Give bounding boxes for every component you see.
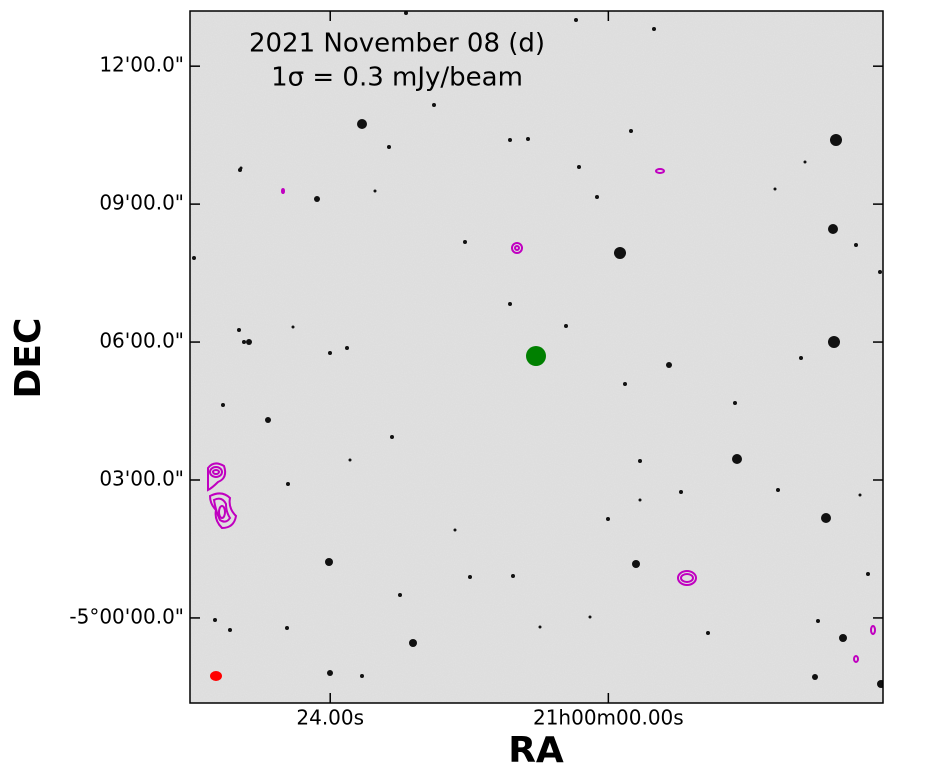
star <box>221 403 225 407</box>
x-axis-label: RA <box>508 730 564 771</box>
star <box>588 615 592 619</box>
star <box>632 560 640 568</box>
star <box>773 187 777 191</box>
x-tick-label: 21h00m00.00s <box>533 706 684 730</box>
star <box>327 670 333 676</box>
star <box>816 619 820 623</box>
star <box>508 302 512 306</box>
contours <box>207 168 876 663</box>
star <box>803 160 807 164</box>
y-tick-label: 03'00.0" <box>99 466 184 490</box>
star <box>828 224 838 234</box>
star <box>511 574 515 578</box>
star <box>265 417 271 423</box>
star <box>357 119 367 129</box>
star <box>453 528 457 532</box>
star <box>286 482 290 486</box>
source-marker <box>526 346 546 366</box>
star <box>638 459 642 463</box>
star <box>638 498 642 502</box>
star <box>733 401 737 405</box>
star <box>839 634 847 642</box>
star <box>373 189 377 193</box>
star <box>706 631 710 635</box>
star <box>623 382 627 386</box>
star <box>526 137 530 141</box>
star <box>629 129 633 133</box>
title-line: 2021 November 08 (d) <box>249 29 545 59</box>
star <box>652 27 656 31</box>
star <box>606 517 610 521</box>
star <box>328 351 332 355</box>
star <box>776 488 780 492</box>
star <box>404 11 408 15</box>
y-tick-label: 09'00.0" <box>99 191 184 215</box>
star <box>345 346 349 350</box>
star <box>574 18 578 22</box>
star <box>314 196 320 202</box>
star <box>348 458 352 462</box>
star <box>325 558 333 566</box>
star <box>242 340 246 344</box>
star <box>398 593 402 597</box>
y-tick-label: -5°00'00.0" <box>69 604 184 628</box>
y-tick-label: 06'00.0" <box>99 329 184 353</box>
star <box>732 454 742 464</box>
star <box>866 572 870 576</box>
x-tick-label: 24.00s <box>296 706 364 730</box>
plot-frame <box>189 10 884 704</box>
star <box>854 243 858 247</box>
star <box>237 328 241 332</box>
star <box>799 356 803 360</box>
star <box>192 256 196 260</box>
star <box>468 575 472 579</box>
star <box>463 240 467 244</box>
star <box>577 165 581 169</box>
star <box>508 138 512 142</box>
star <box>409 639 417 647</box>
star <box>812 674 818 680</box>
y-tick-label: 12'00.0" <box>99 53 184 77</box>
star <box>877 680 883 688</box>
star <box>828 336 840 348</box>
star <box>666 362 672 368</box>
star <box>213 618 217 622</box>
star <box>878 270 882 274</box>
star <box>390 435 394 439</box>
star <box>614 247 626 259</box>
star <box>564 324 568 328</box>
star <box>538 625 542 629</box>
star <box>291 325 295 329</box>
star <box>246 339 252 345</box>
star <box>858 493 862 497</box>
star <box>432 103 436 107</box>
star <box>239 166 243 170</box>
star <box>387 145 391 149</box>
star <box>830 134 842 146</box>
beam <box>210 671 222 681</box>
star <box>679 490 683 494</box>
image <box>190 11 883 703</box>
star <box>360 674 364 678</box>
star <box>285 626 289 630</box>
star <box>821 513 831 523</box>
y-axis-label: DEC <box>8 318 49 399</box>
star <box>595 195 599 199</box>
stars <box>192 11 883 688</box>
title-line: 1σ = 0.3 mJy/beam <box>271 63 523 93</box>
star <box>228 628 232 632</box>
